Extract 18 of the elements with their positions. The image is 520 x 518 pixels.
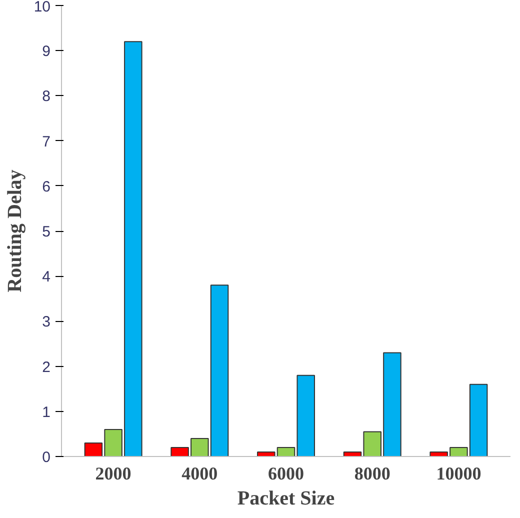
y-tick-label: 4 [42,268,50,286]
y-tick-label: 3 [42,314,50,331]
y-tick-label: 1 [42,404,50,421]
y-tick-label: 6 [42,178,50,196]
x-axis-title: Packet Size [237,488,335,510]
y-tick-label: 9 [42,43,50,60]
x-tick-label: 6000 [268,464,304,484]
y-tick-label: 10 [34,0,51,16]
x-tick-label: 10000 [436,464,482,484]
x-tick-label: 4000 [182,464,218,484]
y-tick-label: 8 [42,88,50,106]
y-tick-label: 5 [42,224,50,240]
y-tick-label: 2 [42,358,50,376]
y-tick-label: 7 [42,133,50,150]
x-tick-label: 2000 [95,464,132,484]
y-axis-title: Routing Delay [4,170,26,292]
y-tick-label: 0 [42,449,50,466]
x-tick-label: 8000 [354,464,390,484]
